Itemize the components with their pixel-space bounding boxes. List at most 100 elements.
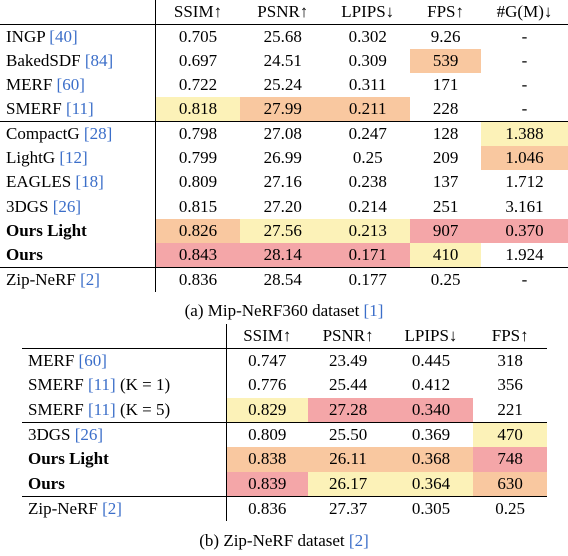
metric-cell: 1.712 — [505, 172, 544, 192]
method-name-cell: INGP [40] — [0, 23, 156, 49]
citation-link[interactable]: [11] — [66, 99, 94, 119]
metric-cell: 0.799 — [154, 145, 241, 171]
method-name: SMERF — [28, 375, 84, 395]
metric-cell: 539 — [410, 48, 482, 73]
metric-cell: 0.838 — [225, 446, 308, 472]
metric-cell: 24.51 — [263, 50, 302, 70]
citation-link[interactable]: [11] — [88, 399, 116, 419]
metric-cell: 209 — [432, 147, 459, 167]
citation-link[interactable]: [18] — [75, 172, 104, 192]
metric-cell: 470 — [473, 421, 547, 447]
method-name: MERF — [6, 75, 53, 95]
metric-cell: 0.412 — [411, 375, 451, 395]
table-b-caption: (b) Zip-NeRF dataset [2] — [0, 531, 568, 551]
citation-link[interactable]: [84] — [84, 50, 114, 70]
table-row: SMERF [11] 0.818 27.99 0.211 228- — [0, 97, 568, 122]
method-name: Ours — [28, 473, 65, 493]
method-name: Ours — [6, 244, 43, 264]
table-row: LightG [12] 0.799 26.99 0.25 209 1.046 — [0, 145, 568, 171]
col-header: FPS↑ — [427, 1, 465, 21]
metric-cell: 0.809 — [154, 170, 241, 195]
method-name-cell: EAGLES [18] — [0, 170, 155, 194]
metric-cell: 0.722 — [154, 72, 241, 98]
method-name-cell: LightG [12] — [0, 146, 155, 170]
metric-cell: 0.826 — [154, 218, 241, 243]
method-name-cell: CompactG [28] — [0, 120, 156, 146]
metric-cell: 128 — [410, 120, 482, 146]
citation-link[interactable]: [2] — [102, 498, 122, 518]
metric-cell: 356 — [497, 375, 523, 395]
metric-cell: 0.705 — [154, 23, 241, 49]
method-variant: (K = 1) — [119, 375, 171, 395]
method-name-cell: Ours Light — [0, 219, 155, 243]
col-header: FPS↑ — [491, 326, 529, 346]
table-row: Zip-NeRF [2] 0.836 28.54 0.177 0.25- — [0, 266, 568, 292]
citation-link[interactable]: [28] — [83, 123, 113, 143]
metric-cell: 0.776 — [225, 373, 308, 398]
metric-cell: 0.25 — [473, 495, 547, 521]
col-header: PSNR↑ — [257, 1, 309, 21]
caption-ref: [2] — [348, 531, 369, 550]
citation-link[interactable]: [40] — [49, 26, 78, 46]
metric-cell: 27.56 — [240, 218, 326, 243]
metric-cell: 0.214 — [348, 196, 387, 216]
method-name: SMERF — [6, 99, 62, 119]
table-b-header-row: SSIM↑ PSNR↑ LPIPS↓ FPS↑ — [22, 324, 547, 349]
col-header: #G(M)↓ — [496, 1, 553, 21]
metric-cell: 23.49 — [307, 348, 389, 374]
metric-cell: 28.54 — [240, 266, 326, 292]
metric-cell: 0.370 — [481, 218, 568, 243]
metric-cell: 0.747 — [225, 348, 308, 374]
table-row: 3DGS [26] 0.809 25.50 0.369 470 — [22, 421, 547, 447]
method-name-cell: SMERF [11] — [0, 97, 155, 121]
table-row: Ours 0.839 26.17 0.364 630 — [22, 471, 547, 497]
metric-cell: 0.798 — [154, 120, 241, 146]
metric-cell: 0.364 — [388, 471, 474, 497]
citation-link[interactable]: [60] — [78, 351, 107, 371]
metric-cell: 0.305 — [388, 495, 474, 521]
metric-cell: 0.213 — [325, 218, 411, 243]
metric-cell: - — [481, 266, 568, 292]
caption-text: (a) Mip-NeRF360 dataset — [184, 301, 360, 320]
method-name-cell: 3DGS [26] — [0, 194, 155, 218]
col-header: LPIPS↓ — [341, 1, 395, 21]
method-name-cell: SMERF [11] (K = 1) — [22, 373, 226, 398]
zip-nerf-table: SSIM↑ PSNR↑ LPIPS↓ FPS↑ MERF [60] 0.747 23… — [22, 324, 547, 521]
method-name-cell: MERF [60] — [22, 348, 227, 374]
method-name: LightG — [6, 147, 56, 167]
metric-cell: 171 — [432, 75, 459, 95]
metric-cell: - — [521, 75, 528, 95]
metric-cell: 27.37 — [307, 495, 389, 521]
metric-cell: 0.818 — [154, 97, 241, 122]
table-a-header-row: SSIM↑ PSNR↑ LPIPS↓ FPS↑ #G(M)↓ — [0, 0, 568, 25]
metric-cell: 251 — [432, 196, 459, 216]
metric-cell: 0.843 — [154, 242, 241, 268]
method-name: Zip-NeRF — [6, 269, 76, 289]
mip-nerf360-table: SSIM↑ PSNR↑ LPIPS↓ FPS↑ #G(M)↓ INGP [40]… — [0, 0, 568, 292]
citation-link[interactable]: [11] — [88, 375, 116, 395]
method-name-cell: MERF [60] — [0, 73, 155, 97]
citation-link[interactable]: [2] — [80, 269, 100, 289]
method-name: INGP — [6, 26, 46, 46]
method-name: SMERF — [28, 399, 84, 419]
metric-cell: 0.445 — [388, 348, 474, 374]
method-name-cell: SMERF [11] (K = 5) — [22, 398, 226, 423]
table-row: INGP [40] 0.705 25.68 0.302 9.26- — [0, 23, 568, 49]
citation-link[interactable]: [12] — [59, 147, 88, 167]
col-header: SSIM↑ — [225, 324, 308, 349]
metric-cell: 221 — [497, 399, 523, 419]
citation-link[interactable]: [26] — [52, 196, 82, 216]
method-name: EAGLES — [6, 172, 72, 192]
metric-cell: 27.99 — [240, 97, 326, 122]
citation-link[interactable]: [60] — [56, 75, 85, 95]
metric-cell: 25.24 — [263, 75, 302, 95]
metric-cell: 26.17 — [307, 471, 389, 497]
method-name: BakedSDF — [6, 50, 81, 70]
citation-link[interactable]: [26] — [74, 424, 104, 444]
metric-cell: 0.211 — [325, 97, 411, 122]
method-variant: (K = 5) — [119, 399, 171, 419]
metric-cell: 748 — [473, 446, 547, 472]
metric-cell: 907 — [410, 218, 482, 243]
table-b-corner — [22, 324, 226, 349]
method-name-cell: 3DGS [26] — [22, 421, 227, 447]
